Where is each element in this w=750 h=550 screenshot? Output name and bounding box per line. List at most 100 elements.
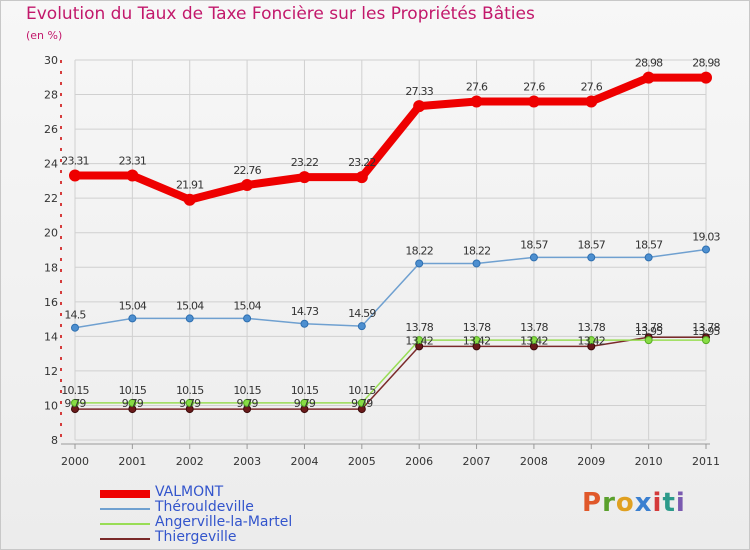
data-label: 13.95 xyxy=(635,325,663,338)
data-label: 13.95 xyxy=(692,325,720,338)
x-tick-label: 2000 xyxy=(61,455,89,468)
data-label: 27.6 xyxy=(523,80,545,93)
chart-title: Evolution du Taux de Taxe Foncière sur l… xyxy=(26,4,535,24)
data-label: 10.15 xyxy=(61,384,89,397)
data-label: 9.79 xyxy=(122,397,144,410)
data-label: 15.04 xyxy=(119,299,147,312)
data-point xyxy=(243,398,252,407)
data-label: 10.15 xyxy=(233,384,261,397)
y-tick-label: 18 xyxy=(44,261,58,274)
data-point xyxy=(300,398,309,407)
data-point xyxy=(241,179,254,192)
data-point xyxy=(702,245,710,254)
data-point xyxy=(644,253,653,262)
data-point xyxy=(185,314,194,323)
data-point xyxy=(69,169,81,182)
data-label: 13.42 xyxy=(520,334,548,347)
data-point xyxy=(126,169,139,182)
data-point xyxy=(415,259,424,268)
data-label: 23.22 xyxy=(348,156,376,169)
x-tick-label: 2009 xyxy=(577,455,605,468)
logo-letter: r xyxy=(602,488,616,518)
data-point xyxy=(128,398,137,407)
y-tick-label: 30 xyxy=(44,54,58,67)
data-label: 28.98 xyxy=(692,57,720,70)
data-point xyxy=(128,314,137,323)
data-point xyxy=(585,95,598,108)
data-label: 13.78 xyxy=(578,321,606,334)
data-label: 13.42 xyxy=(463,334,491,347)
x-tick-label: 2011 xyxy=(692,455,720,468)
series-line xyxy=(71,73,710,204)
data-label: 18.57 xyxy=(520,238,548,251)
data-label: 9.79 xyxy=(236,397,258,410)
data-point xyxy=(71,398,79,407)
data-point xyxy=(415,336,424,345)
data-label: 10.15 xyxy=(176,384,204,397)
data-label: 23.31 xyxy=(61,155,89,168)
data-label: 21.91 xyxy=(176,179,204,192)
data-point xyxy=(185,398,194,407)
data-point xyxy=(357,398,366,407)
data-label: 13.78 xyxy=(520,321,548,334)
data-label: 13.42 xyxy=(405,334,433,347)
data-label: 13.78 xyxy=(405,321,433,334)
data-label: 22.76 xyxy=(233,164,261,177)
y-tick-label: 20 xyxy=(44,227,58,240)
data-point xyxy=(587,336,596,345)
data-label: 13.78 xyxy=(635,321,663,334)
data-point xyxy=(183,193,196,206)
y-tick-label: 10 xyxy=(44,399,58,412)
legend-swatch xyxy=(100,538,150,540)
series-line xyxy=(74,248,707,329)
data-label: 18.22 xyxy=(405,244,433,257)
y-tick-label: 16 xyxy=(44,296,58,309)
data-label: 14.73 xyxy=(291,305,319,318)
x-tick-label: 2006 xyxy=(405,455,433,468)
logo-letter: i xyxy=(675,488,686,518)
data-label: 9.79 xyxy=(64,397,86,410)
y-unit-label: (en %) xyxy=(26,29,63,42)
y-tick-label: 26 xyxy=(44,123,58,136)
data-label: 14.59 xyxy=(348,307,376,320)
data-point xyxy=(702,336,710,345)
x-tick-label: 2003 xyxy=(233,455,261,468)
data-point xyxy=(587,253,596,262)
x-tick-label: 2007 xyxy=(463,455,491,468)
y-tick-label: 14 xyxy=(44,330,58,343)
x-tick-label: 2005 xyxy=(348,455,376,468)
data-point xyxy=(472,259,481,268)
data-point xyxy=(644,336,653,345)
data-point xyxy=(357,322,366,331)
logo-letter: P xyxy=(582,488,603,518)
data-point xyxy=(300,319,309,328)
logo-letter: t xyxy=(662,488,676,518)
data-label: 9.79 xyxy=(351,397,373,410)
data-point xyxy=(355,171,368,184)
series-points xyxy=(69,71,712,414)
y-tick-label: 12 xyxy=(44,365,58,378)
data-label: 27.33 xyxy=(405,85,433,98)
data-label: 23.22 xyxy=(291,156,319,169)
data-point xyxy=(642,71,655,84)
data-point xyxy=(470,95,483,108)
data-point xyxy=(243,314,252,323)
data-label: 13.42 xyxy=(578,334,606,347)
data-label: 18.22 xyxy=(463,244,491,257)
logo-letter: i xyxy=(652,488,663,518)
data-label: 13.78 xyxy=(692,321,720,334)
x-tick-label: 2010 xyxy=(635,455,663,468)
data-point xyxy=(529,336,538,345)
series-line xyxy=(74,339,707,404)
legend-swatch xyxy=(100,490,150,498)
series-lines xyxy=(71,73,710,410)
x-tick-label: 2001 xyxy=(118,455,146,468)
legend-label: Thérouldeville xyxy=(155,499,254,515)
data-label: 14.5 xyxy=(64,309,86,322)
data-label: 10.15 xyxy=(348,384,376,397)
data-label: 28.98 xyxy=(635,57,663,70)
data-label: 18.57 xyxy=(578,238,606,251)
legend-label: Thiergeville xyxy=(155,529,237,545)
data-label: 19.03 xyxy=(692,230,720,243)
data-point xyxy=(413,100,426,113)
